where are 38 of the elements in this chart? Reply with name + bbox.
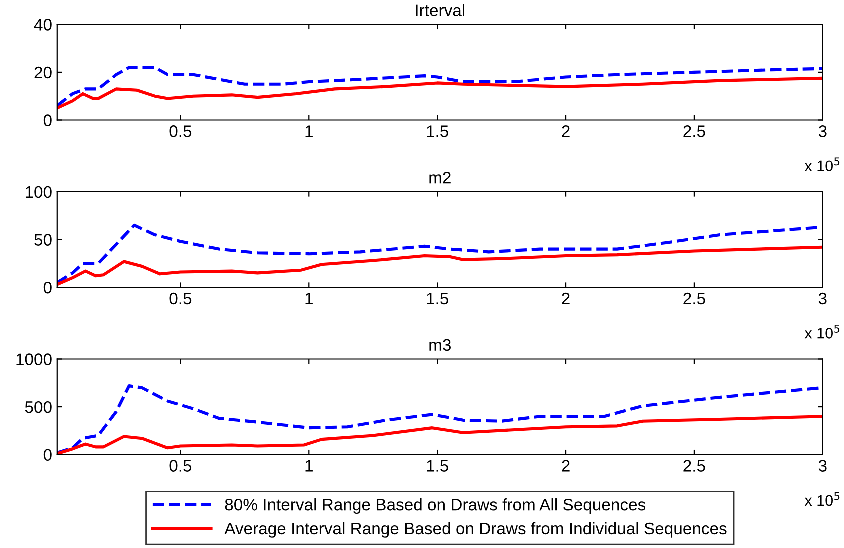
legend-label: Average Interval Range Based on Draws from Individual Sequences: [224, 522, 727, 538]
x-tick-label: 2: [562, 126, 570, 138]
x-tick-label: 1.5: [427, 293, 448, 305]
text: x 10$^{5}$: [804, 325, 840, 339]
y-tick-label: 500: [25, 401, 52, 414]
y-tick-label: 100: [26, 186, 52, 198]
x-tick-label: 3: [818, 460, 827, 472]
y-tick-label: 0: [44, 282, 52, 294]
x-tick-label: 1: [306, 126, 313, 138]
line-series: [57, 66, 823, 108]
y-tick-label: 20: [34, 66, 52, 79]
x-tick-label: 0.5: [170, 460, 192, 472]
y-tick-label: 50: [34, 234, 52, 246]
chart-title: m3: [430, 339, 451, 352]
x-tick-label: 0.5: [170, 292, 192, 305]
chart-title: m2: [430, 172, 451, 184]
text: x 10$^{5}$: [804, 492, 840, 506]
x-tick-label: 3: [818, 292, 827, 305]
x-tick-label: 0.5: [170, 126, 192, 138]
legend-label: 80% Interval Range Based on Draws from All Sequences: [225, 498, 646, 514]
x-tick-label: 2.5: [684, 126, 706, 138]
line-series: [57, 76, 823, 110]
y-tick-label: 40: [34, 19, 52, 31]
x-tick-label: 3: [818, 126, 827, 138]
text: x 10$^{5}$: [804, 158, 840, 172]
y-tick-label: 1000: [16, 354, 52, 366]
x-tick-label: 2: [562, 460, 570, 472]
line-series: [57, 224, 823, 284]
x-tick-label: 1: [306, 293, 313, 304]
y-tick-label: 0: [44, 449, 52, 462]
y-tick-label: 0: [44, 114, 52, 126]
x-tick-label: 1.5: [427, 460, 448, 472]
x-tick-label: 2.5: [684, 292, 706, 305]
x-tick-label: 1.5: [427, 126, 448, 138]
x-tick-label: 1: [306, 460, 313, 472]
chart-title: Irterval: [416, 4, 464, 16]
x-tick-label: 2.5: [684, 460, 706, 472]
x-tick-label: 2: [562, 292, 570, 304]
